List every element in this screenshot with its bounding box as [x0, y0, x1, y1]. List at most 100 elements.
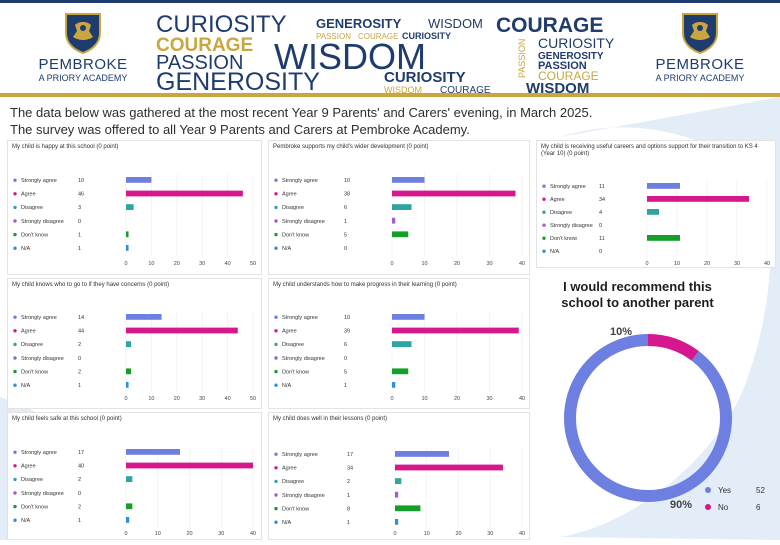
- bar: [126, 204, 134, 210]
- bar: [392, 341, 412, 347]
- bar: [392, 314, 425, 320]
- bar: [126, 341, 132, 347]
- value-label: 1: [78, 232, 81, 238]
- legend-dot: [542, 249, 546, 253]
- legend-dot: [274, 329, 278, 333]
- value-label: 6: [344, 205, 347, 211]
- category-label: Agree: [21, 329, 36, 335]
- donut-slice: [647, 334, 699, 361]
- word-wisdom-large: WISDOM: [274, 36, 426, 77]
- word-curiosity-right: CURIOSITY: [538, 35, 615, 51]
- category-label: Don't know: [21, 232, 48, 238]
- x-tick-label: 10: [421, 261, 427, 267]
- word-wisdom-bold: WISDOM: [526, 80, 589, 96]
- bar: [126, 314, 162, 320]
- x-tick-label: 40: [250, 531, 256, 537]
- category-label: Don't know: [282, 506, 309, 512]
- category-label: Strongly agree: [282, 452, 318, 458]
- category-label: Don't know: [282, 369, 309, 375]
- category-label: Strongly disagree: [21, 219, 64, 225]
- x-tick-label: 20: [454, 396, 460, 402]
- chart-panel-lessons: My child does well in their lessons (0 p…: [268, 412, 530, 540]
- x-tick-label: 30: [734, 261, 740, 267]
- value-label: 1: [78, 383, 81, 389]
- legend-dot: [13, 383, 17, 387]
- category-label: Disagree: [550, 210, 572, 216]
- chart-panel-concerns: My child knows who to go to if they have…: [7, 278, 262, 409]
- category-label: Don't know: [282, 232, 309, 238]
- category-label: Agree: [282, 329, 297, 335]
- x-tick-label: 0: [390, 396, 393, 402]
- value-label: 10: [78, 178, 84, 184]
- legend-dot: [274, 219, 278, 223]
- value-label: 34: [599, 197, 605, 203]
- category-label: N/A: [282, 520, 292, 526]
- x-tick-label: 20: [704, 261, 710, 267]
- chart-panel-careers-support: My child is receiving useful careers and…: [536, 140, 776, 268]
- x-tick-label: 0: [124, 396, 127, 402]
- legend-dot: [13, 219, 17, 223]
- word-curiosity-bold: CURIOSITY: [384, 69, 466, 86]
- bar: [126, 368, 132, 375]
- bar: [392, 177, 425, 183]
- shield-icon: [682, 13, 718, 55]
- value-label: 34: [347, 466, 353, 472]
- value-label: 40: [78, 464, 84, 470]
- donut-slice: [564, 334, 732, 502]
- value-label: 2: [347, 479, 350, 485]
- value-label: 8: [347, 506, 350, 512]
- legend-dot: [13, 491, 17, 495]
- legend-dot: [274, 192, 278, 196]
- category-label: N/A: [282, 246, 292, 252]
- category-label: Disagree: [21, 477, 43, 483]
- value-label: 1: [78, 246, 81, 252]
- legend-dot: [13, 232, 17, 237]
- legend-dot: [274, 520, 278, 524]
- school-name: PEMBROKE: [38, 56, 128, 73]
- category-label: Don't know: [550, 236, 577, 242]
- x-tick-label: 50: [250, 396, 256, 402]
- bar: [126, 177, 152, 183]
- x-tick-label: 0: [393, 531, 396, 537]
- value-label: 4: [599, 210, 602, 216]
- value-label: 2: [78, 477, 81, 483]
- value-label: 1: [347, 493, 350, 499]
- bar: [647, 235, 680, 241]
- chart-panel-safe: My child feels safe at this school (0 po…: [7, 412, 262, 540]
- value-label: 0: [344, 246, 347, 252]
- value-label: 0: [78, 219, 81, 225]
- category-label: N/A: [21, 518, 31, 524]
- value-label: 38: [344, 192, 350, 198]
- legend-dot: [705, 487, 711, 493]
- category-label: Strongly disagree: [282, 219, 325, 225]
- value-label: 1: [344, 219, 347, 225]
- x-tick-label: 40: [519, 261, 525, 267]
- chart-title: My child is receiving useful careers and…: [541, 144, 758, 157]
- legend-dot: [13, 205, 17, 210]
- legend-label: No: [718, 503, 729, 512]
- legend-dot: [13, 329, 17, 333]
- slice-percent-label: 10%: [610, 326, 632, 338]
- donut-chart: 90% 10% Yes 52 No 6: [564, 326, 765, 512]
- legend-dot: [542, 210, 546, 214]
- value-label: 0: [78, 356, 81, 362]
- bar: [126, 462, 253, 469]
- legend-dot: [13, 518, 17, 522]
- category-label: N/A: [282, 383, 292, 389]
- value-label: 5: [344, 369, 347, 375]
- word-courage-right: COURAGE: [538, 69, 599, 83]
- x-tick-label: 40: [519, 531, 525, 537]
- word-passion-vertical: PASSION: [517, 39, 527, 78]
- bar: [126, 517, 130, 523]
- word-generosity: GENEROSITY: [316, 16, 402, 31]
- category-label: Strongly disagree: [282, 493, 325, 499]
- bar: [392, 368, 409, 375]
- word-curiosity-small: CURIOSITY: [402, 31, 451, 41]
- value-label: 1: [347, 520, 350, 526]
- bar: [395, 451, 449, 457]
- x-tick-label: 10: [421, 396, 427, 402]
- category-label: Disagree: [282, 479, 304, 485]
- legend-dot: [13, 342, 17, 347]
